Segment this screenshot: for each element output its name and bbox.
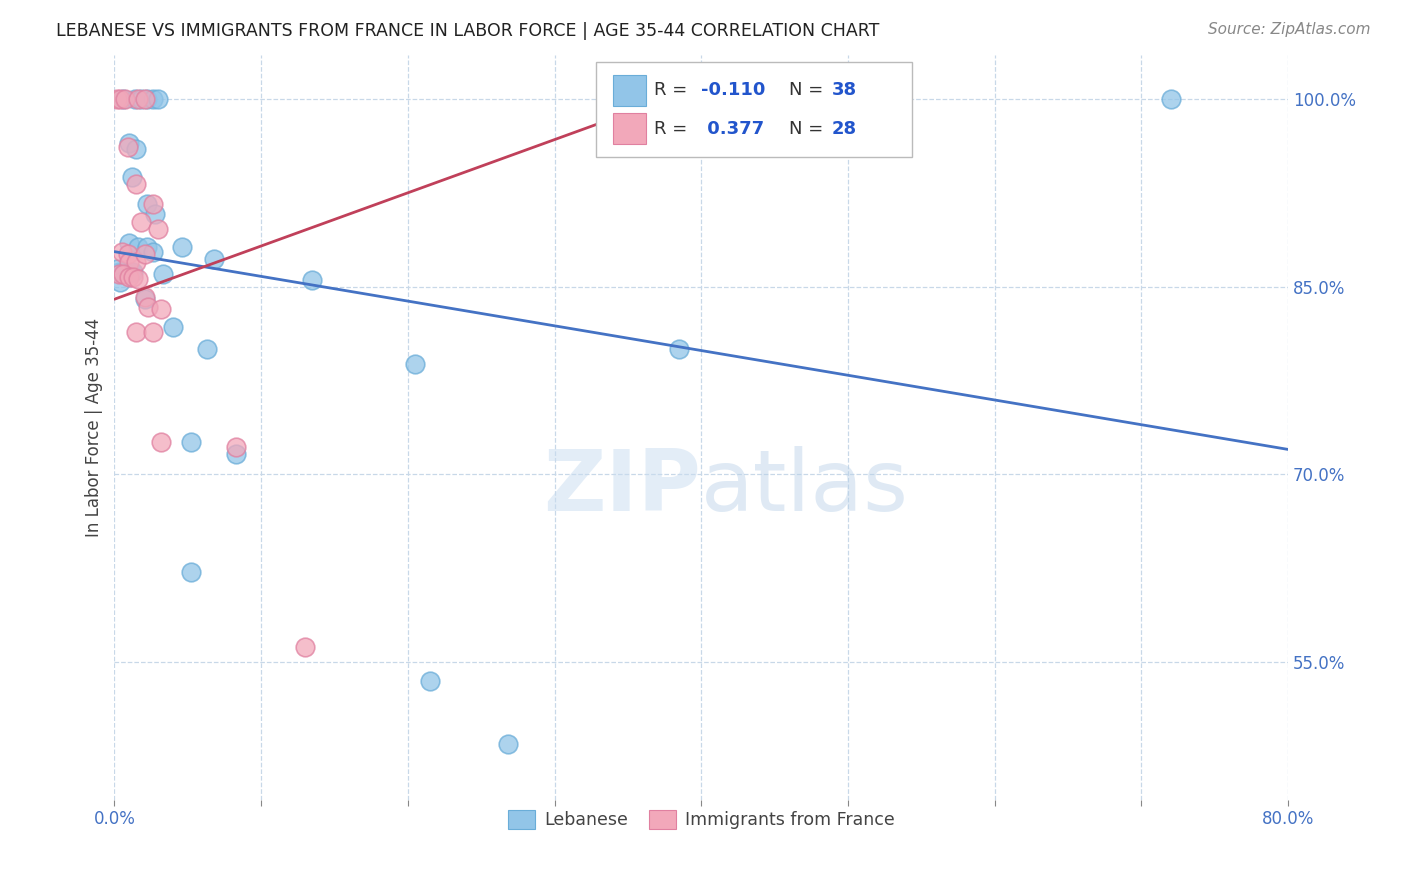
Point	[114, 92, 136, 106]
Point	[112, 267, 135, 281]
Text: R =: R =	[654, 81, 693, 99]
Point	[142, 244, 165, 259]
Text: 28: 28	[831, 120, 856, 138]
Point	[125, 325, 148, 339]
Point	[117, 247, 139, 261]
Point	[1160, 92, 1182, 106]
Point	[124, 92, 146, 106]
Point	[301, 273, 323, 287]
Point	[134, 292, 156, 306]
Point	[125, 142, 148, 156]
FancyBboxPatch shape	[613, 113, 645, 145]
Point	[148, 222, 170, 236]
Point	[496, 737, 519, 751]
Point	[134, 92, 156, 106]
Point	[150, 302, 173, 317]
Point	[134, 290, 156, 304]
Point	[117, 139, 139, 153]
Point	[127, 92, 149, 106]
Point	[121, 169, 143, 184]
Point	[180, 565, 202, 579]
Point	[127, 240, 149, 254]
Point	[118, 136, 141, 150]
Text: 0.377: 0.377	[702, 120, 765, 138]
Point	[152, 267, 174, 281]
Point	[125, 254, 148, 268]
Point	[294, 640, 316, 655]
Point	[162, 319, 184, 334]
Text: atlas: atlas	[702, 446, 910, 529]
Y-axis label: In Labor Force | Age 35-44: In Labor Force | Age 35-44	[86, 318, 103, 537]
Text: Source: ZipAtlas.com: Source: ZipAtlas.com	[1208, 22, 1371, 37]
Point	[142, 197, 165, 211]
Point	[134, 247, 156, 261]
Point	[419, 673, 441, 688]
Point	[122, 269, 145, 284]
Point	[129, 214, 152, 228]
Point	[180, 434, 202, 449]
Text: R =: R =	[654, 120, 693, 138]
Point	[150, 434, 173, 449]
Point	[135, 92, 157, 106]
Point	[668, 343, 690, 357]
Point	[142, 92, 165, 106]
Point	[170, 240, 193, 254]
Point	[136, 300, 159, 314]
Point	[111, 244, 134, 259]
Point	[122, 265, 145, 279]
Point	[105, 92, 128, 106]
Point	[125, 177, 148, 191]
Point	[225, 440, 247, 454]
Text: ZIP: ZIP	[544, 446, 702, 529]
Text: -0.110: -0.110	[702, 81, 766, 99]
Text: N =: N =	[789, 81, 830, 99]
Point	[114, 265, 136, 279]
Point	[105, 262, 128, 277]
Point	[110, 275, 132, 289]
Point	[118, 235, 141, 250]
Point	[404, 357, 426, 371]
Text: N =: N =	[789, 120, 830, 138]
Point	[135, 240, 157, 254]
Point	[118, 269, 141, 284]
Text: LEBANESE VS IMMIGRANTS FROM FRANCE IN LABOR FORCE | AGE 35-44 CORRELATION CHART: LEBANESE VS IMMIGRANTS FROM FRANCE IN LA…	[56, 22, 880, 40]
FancyBboxPatch shape	[613, 75, 645, 106]
Point	[195, 343, 218, 357]
Point	[108, 267, 131, 281]
Point	[108, 265, 131, 279]
Point	[202, 252, 225, 267]
Text: 38: 38	[831, 81, 856, 99]
Point	[111, 265, 134, 279]
Point	[129, 92, 152, 106]
Point	[112, 92, 135, 106]
Point	[145, 207, 167, 221]
Point	[135, 197, 157, 211]
Point	[142, 325, 165, 339]
Point	[117, 265, 139, 279]
Point	[110, 92, 132, 106]
Legend: Lebanese, Immigrants from France: Lebanese, Immigrants from France	[501, 803, 901, 836]
Point	[120, 265, 142, 279]
Point	[148, 92, 170, 106]
Point	[225, 447, 247, 461]
Point	[118, 254, 141, 268]
FancyBboxPatch shape	[596, 62, 912, 157]
Point	[127, 272, 149, 286]
